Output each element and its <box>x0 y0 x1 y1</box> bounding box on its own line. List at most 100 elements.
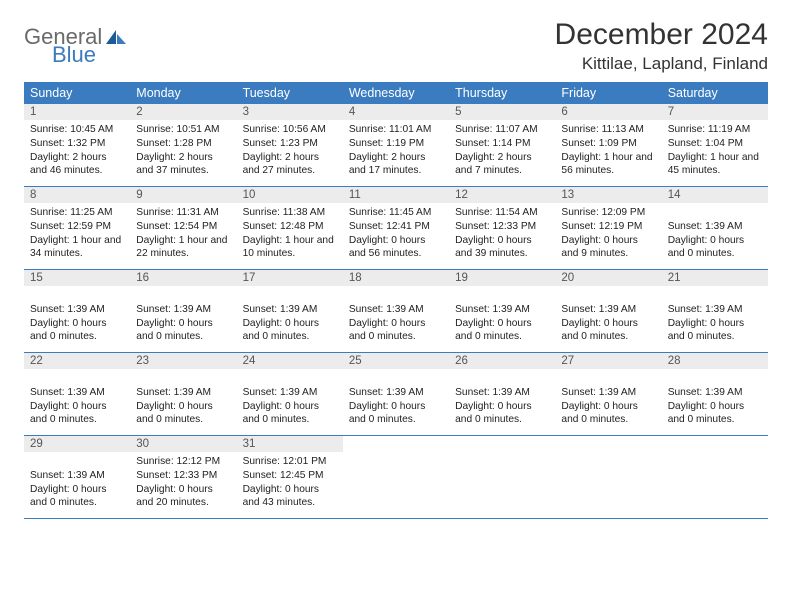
day-line: Daylight: 1 hour and 56 minutes. <box>561 151 655 179</box>
day-cell: 5Sunrise: 11:07 AMSunset: 1:14 PMDayligh… <box>449 104 555 186</box>
day-number: 2 <box>130 104 236 120</box>
day-header-sat: Saturday <box>662 82 768 104</box>
day-line: Daylight: 0 hours and 0 minutes. <box>668 400 762 428</box>
day-line: Sunset: 1:28 PM <box>136 137 230 151</box>
day-cell: 12Sunrise: 11:54 AMSunset: 12:33 PMDayli… <box>449 187 555 269</box>
day-content: Sunrise: 11:01 AMSunset: 1:19 PMDaylight… <box>343 120 449 181</box>
day-line: Daylight: 0 hours and 0 minutes. <box>455 317 549 345</box>
day-cell: . <box>555 436 661 518</box>
day-line: Daylight: 2 hours and 27 minutes. <box>243 151 337 179</box>
day-line <box>136 372 230 386</box>
day-content: Sunset: 1:39 AMDaylight: 0 hours and 0 m… <box>24 369 130 430</box>
day-line: Daylight: 0 hours and 43 minutes. <box>243 483 337 511</box>
day-header-fri: Friday <box>555 82 661 104</box>
day-cell: 14 Sunset: 1:39 AMDaylight: 0 hours and … <box>662 187 768 269</box>
day-content: Sunset: 1:39 AMDaylight: 0 hours and 0 m… <box>237 369 343 430</box>
day-line: Sunrise: 10:51 AM <box>136 123 230 137</box>
day-content: Sunrise: 10:51 AMSunset: 1:28 PMDaylight… <box>130 120 236 181</box>
day-line <box>668 289 762 303</box>
day-line: Sunset: 1:19 PM <box>349 137 443 151</box>
day-line: Sunset: 12:33 PM <box>455 220 549 234</box>
week-row: 15 Sunset: 1:39 AMDaylight: 0 hours and … <box>24 270 768 353</box>
day-header-thu: Thursday <box>449 82 555 104</box>
day-line: Sunrise: 12:12 PM <box>136 455 230 469</box>
day-cell: 8Sunrise: 11:25 AMSunset: 12:59 PMDaylig… <box>24 187 130 269</box>
day-cell: 23 Sunset: 1:39 AMDaylight: 0 hours and … <box>130 353 236 435</box>
day-cell: 30Sunrise: 12:12 PMSunset: 12:33 PMDayli… <box>130 436 236 518</box>
day-content: Sunrise: 11:31 AMSunset: 12:54 PMDayligh… <box>130 203 236 264</box>
day-cell: . <box>449 436 555 518</box>
day-line: Sunset: 12:41 PM <box>349 220 443 234</box>
week-row: 22 Sunset: 1:39 AMDaylight: 0 hours and … <box>24 353 768 436</box>
day-cell: 11Sunrise: 11:45 AMSunset: 12:41 PMDayli… <box>343 187 449 269</box>
day-line: Daylight: 0 hours and 0 minutes. <box>349 400 443 428</box>
day-line <box>349 372 443 386</box>
day-line: Sunrise: 11:25 AM <box>30 206 124 220</box>
day-line: Sunset: 1:39 AM <box>668 220 762 234</box>
day-line: Daylight: 2 hours and 17 minutes. <box>349 151 443 179</box>
day-line: Daylight: 0 hours and 0 minutes. <box>455 400 549 428</box>
day-line: Daylight: 1 hour and 10 minutes. <box>243 234 337 262</box>
week-row: 8Sunrise: 11:25 AMSunset: 12:59 PMDaylig… <box>24 187 768 270</box>
day-number: 8 <box>24 187 130 203</box>
day-line: Sunset: 1:39 AM <box>243 303 337 317</box>
day-line: Daylight: 1 hour and 22 minutes. <box>136 234 230 262</box>
day-line: Sunrise: 12:01 PM <box>243 455 337 469</box>
day-line: Sunset: 1:23 PM <box>243 137 337 151</box>
day-number: 6 <box>555 104 661 120</box>
day-cell: 2Sunrise: 10:51 AMSunset: 1:28 PMDayligh… <box>130 104 236 186</box>
day-number: 15 <box>24 270 130 286</box>
day-content: Sunset: 1:39 AMDaylight: 0 hours and 0 m… <box>449 286 555 347</box>
day-line: Sunrise: 11:45 AM <box>349 206 443 220</box>
day-number: 12 <box>449 187 555 203</box>
day-line: Sunset: 12:19 PM <box>561 220 655 234</box>
day-line: Sunset: 12:54 PM <box>136 220 230 234</box>
day-cell: 13Sunrise: 12:09 PMSunset: 12:19 PMDayli… <box>555 187 661 269</box>
day-line: Daylight: 0 hours and 56 minutes. <box>349 234 443 262</box>
day-cell: 4Sunrise: 11:01 AMSunset: 1:19 PMDayligh… <box>343 104 449 186</box>
day-line: Sunset: 1:14 PM <box>455 137 549 151</box>
day-line <box>455 289 549 303</box>
day-number: 5 <box>449 104 555 120</box>
day-cell: 1Sunrise: 10:45 AMSunset: 1:32 PMDayligh… <box>24 104 130 186</box>
day-line: Sunrise: 11:38 AM <box>243 206 337 220</box>
day-line: Sunset: 12:33 PM <box>136 469 230 483</box>
day-content: Sunset: 1:39 AMDaylight: 0 hours and 0 m… <box>343 369 449 430</box>
day-line: Sunset: 1:39 AM <box>243 386 337 400</box>
day-cell: 27 Sunset: 1:39 AMDaylight: 0 hours and … <box>555 353 661 435</box>
day-content: Sunrise: 11:25 AMSunset: 12:59 PMDayligh… <box>24 203 130 264</box>
day-content: Sunrise: 11:38 AMSunset: 12:48 PMDayligh… <box>237 203 343 264</box>
day-line: Daylight: 0 hours and 0 minutes. <box>243 317 337 345</box>
day-content: Sunset: 1:39 AMDaylight: 0 hours and 0 m… <box>662 369 768 430</box>
day-line: Sunset: 1:39 AM <box>30 303 124 317</box>
day-line: Daylight: 0 hours and 0 minutes. <box>668 234 762 262</box>
day-line: Sunset: 12:45 PM <box>243 469 337 483</box>
logo-text-2: Blue <box>52 44 128 66</box>
day-line: Sunrise: 10:45 AM <box>30 123 124 137</box>
day-line: Sunset: 1:39 AM <box>349 303 443 317</box>
day-content: Sunrise: 11:07 AMSunset: 1:14 PMDaylight… <box>449 120 555 181</box>
day-content: Sunrise: 12:09 PMSunset: 12:19 PMDayligh… <box>555 203 661 264</box>
day-number: 21 <box>662 270 768 286</box>
day-line <box>455 372 549 386</box>
day-line <box>136 289 230 303</box>
day-content: Sunset: 1:39 AMDaylight: 0 hours and 0 m… <box>662 286 768 347</box>
day-line: Sunset: 12:59 PM <box>30 220 124 234</box>
day-number: 14 <box>662 187 768 203</box>
day-cell: 26 Sunset: 1:39 AMDaylight: 0 hours and … <box>449 353 555 435</box>
day-number: 23 <box>130 353 236 369</box>
day-line: Sunrise: 12:09 PM <box>561 206 655 220</box>
day-line: Daylight: 0 hours and 0 minutes. <box>668 317 762 345</box>
day-header-row: Sunday Monday Tuesday Wednesday Thursday… <box>24 82 768 104</box>
day-line: Sunrise: 11:07 AM <box>455 123 549 137</box>
day-line: Sunrise: 11:54 AM <box>455 206 549 220</box>
day-cell: 16 Sunset: 1:39 AMDaylight: 0 hours and … <box>130 270 236 352</box>
day-number: 16 <box>130 270 236 286</box>
location-text: Kittilae, Lapland, Finland <box>555 54 768 74</box>
day-content: Sunrise: 11:54 AMSunset: 12:33 PMDayligh… <box>449 203 555 264</box>
day-cell: 3Sunrise: 10:56 AMSunset: 1:23 PMDayligh… <box>237 104 343 186</box>
day-line: Sunset: 1:39 AM <box>136 386 230 400</box>
day-cell: 20 Sunset: 1:39 AMDaylight: 0 hours and … <box>555 270 661 352</box>
day-line: Sunrise: 11:31 AM <box>136 206 230 220</box>
day-number: 1 <box>24 104 130 120</box>
